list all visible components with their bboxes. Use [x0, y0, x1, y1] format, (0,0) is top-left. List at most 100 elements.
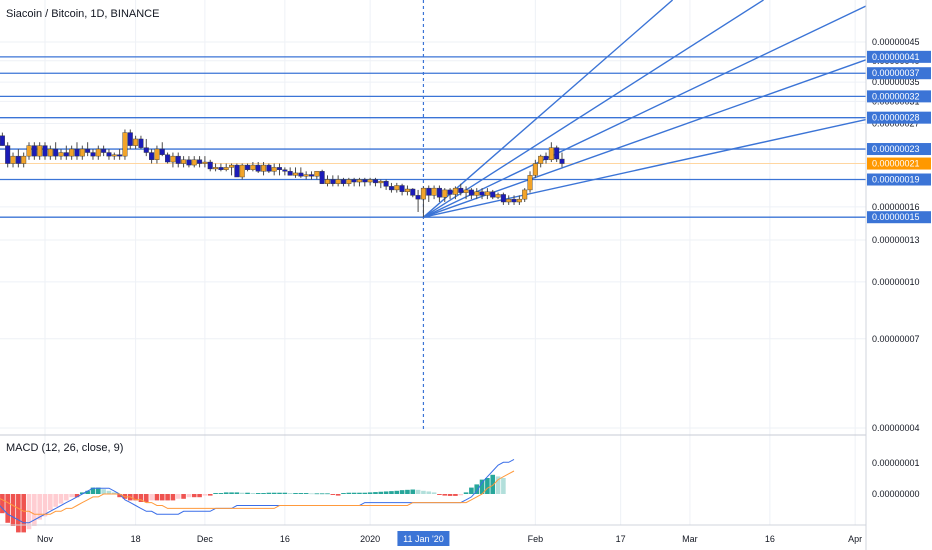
candle[interactable] [159, 142, 165, 157]
candle[interactable] [234, 163, 240, 178]
fan-line[interactable] [423, 5, 867, 218]
candle[interactable] [351, 177, 357, 187]
candle[interactable] [15, 149, 21, 168]
candle[interactable] [0, 132, 5, 146]
candle[interactable] [239, 163, 245, 180]
candle[interactable] [202, 156, 208, 168]
candle[interactable] [143, 138, 149, 157]
candle[interactable] [165, 152, 171, 164]
candle[interactable] [266, 163, 272, 173]
candle[interactable] [458, 183, 464, 196]
candles[interactable] [0, 129, 565, 218]
level-badge[interactable] [867, 211, 931, 224]
fan-line[interactable] [423, 59, 867, 218]
candle[interactable] [31, 142, 37, 160]
candle[interactable] [191, 156, 197, 168]
candle[interactable] [255, 162, 261, 173]
candle[interactable] [181, 156, 187, 168]
candle[interactable] [516, 195, 522, 205]
candle[interactable] [324, 175, 330, 187]
candle[interactable] [90, 149, 96, 160]
candle[interactable] [314, 171, 320, 180]
candle[interactable] [229, 163, 235, 176]
candle[interactable] [245, 163, 251, 172]
candle[interactable] [383, 179, 389, 190]
candle[interactable] [287, 167, 293, 176]
candle[interactable] [330, 175, 336, 187]
current-price-badge[interactable] [867, 157, 931, 170]
candle[interactable] [218, 163, 224, 172]
level-badge[interactable] [867, 90, 931, 103]
candle[interactable] [554, 145, 560, 163]
candle[interactable] [367, 177, 373, 186]
candle[interactable] [175, 152, 181, 168]
candle[interactable] [447, 188, 453, 200]
candle[interactable] [79, 145, 85, 160]
candle[interactable] [415, 189, 421, 212]
candle[interactable] [522, 188, 528, 203]
candle[interactable] [532, 159, 538, 178]
candle[interactable] [303, 171, 309, 180]
level-badge[interactable] [867, 67, 931, 80]
horizontal-levels[interactable] [0, 56, 866, 218]
fan-line[interactable] [423, 118, 867, 218]
candle[interactable] [271, 163, 277, 176]
candle[interactable] [335, 175, 341, 187]
candle[interactable] [372, 177, 378, 187]
candle[interactable] [133, 135, 139, 150]
candle[interactable] [138, 135, 144, 150]
candle[interactable] [170, 152, 176, 168]
candle[interactable] [85, 142, 91, 157]
fan-line[interactable] [422, 0, 674, 218]
candle[interactable] [484, 188, 490, 200]
candle[interactable] [122, 129, 128, 160]
level-badge[interactable] [867, 173, 931, 186]
candle[interactable] [548, 142, 554, 163]
candle[interactable] [426, 185, 432, 203]
candle[interactable] [154, 145, 160, 164]
candle[interactable] [69, 145, 75, 160]
candle[interactable] [117, 149, 123, 160]
candle[interactable] [186, 156, 192, 168]
candle[interactable] [63, 145, 69, 160]
candle[interactable] [111, 152, 117, 160]
candle[interactable] [58, 149, 64, 160]
date-marker-badge[interactable] [397, 531, 450, 546]
candle[interactable] [356, 177, 362, 187]
candle[interactable] [250, 162, 256, 172]
candle[interactable] [410, 188, 416, 198]
candle[interactable] [309, 171, 315, 180]
macd-pane[interactable] [0, 434, 866, 533]
candle[interactable] [223, 163, 229, 172]
candle[interactable] [420, 186, 426, 218]
candle[interactable] [53, 142, 59, 160]
candle[interactable] [47, 145, 53, 160]
candle[interactable] [10, 152, 16, 168]
candle[interactable] [21, 152, 27, 168]
candle[interactable] [394, 182, 400, 193]
candle[interactable] [277, 163, 283, 176]
candle[interactable] [37, 142, 43, 160]
candle[interactable] [543, 152, 549, 164]
candle[interactable] [436, 185, 442, 203]
candle[interactable] [442, 188, 448, 203]
candle[interactable] [559, 152, 565, 168]
candle[interactable] [282, 167, 288, 176]
candle[interactable] [293, 167, 299, 178]
candle[interactable] [261, 162, 267, 176]
candle[interactable] [207, 159, 213, 172]
gann-fan[interactable] [422, 0, 867, 218]
candle[interactable] [506, 195, 512, 205]
candle[interactable] [378, 179, 384, 189]
candle[interactable] [340, 177, 346, 187]
candle[interactable] [197, 156, 203, 168]
candle[interactable] [42, 142, 48, 160]
candle[interactable] [127, 129, 133, 150]
candle[interactable] [399, 183, 405, 196]
candle[interactable] [500, 192, 506, 205]
candle[interactable] [463, 186, 469, 200]
candle[interactable] [388, 182, 394, 193]
candle[interactable] [213, 163, 219, 172]
candle[interactable] [495, 192, 501, 200]
